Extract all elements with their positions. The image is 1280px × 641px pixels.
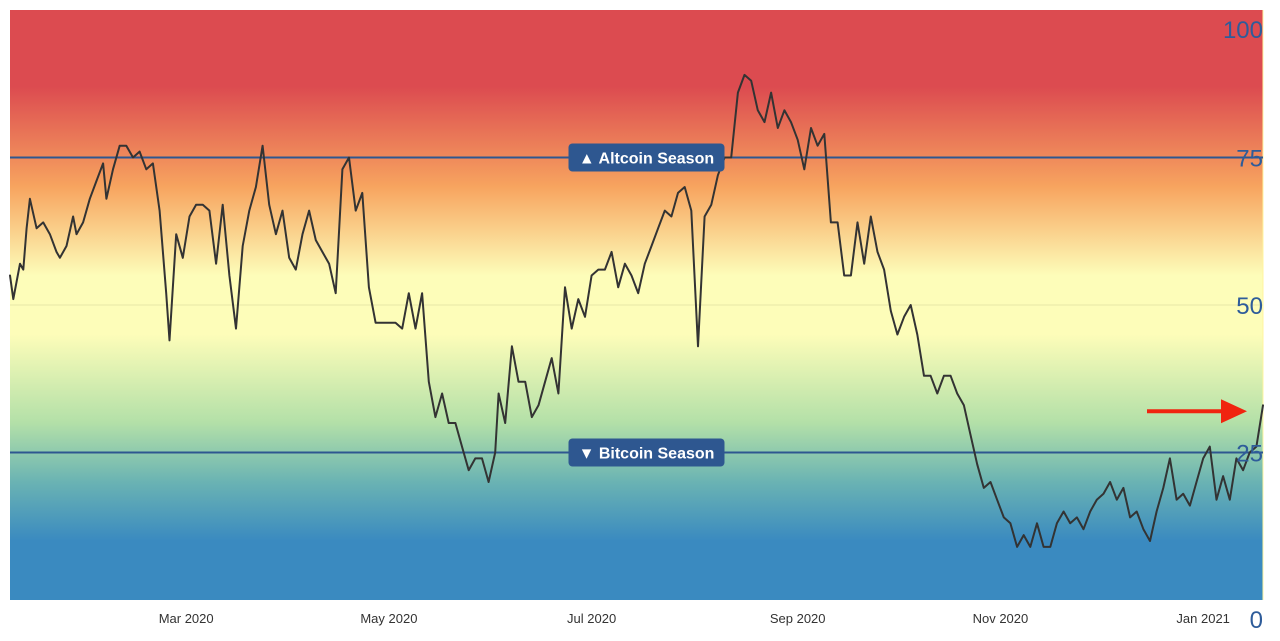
threshold-label-text: ▲ Altcoin Season: [579, 151, 714, 168]
threshold-label-text: ▼ Bitcoin Season: [579, 446, 715, 463]
threshold-labels: ▲ Altcoin Season ▼ Bitcoin Season: [568, 143, 725, 467]
y-tick-label: 50: [1236, 293, 1263, 320]
y-tick-label: 0: [1250, 607, 1263, 634]
x-tick-label: Jul 2020: [567, 611, 616, 626]
x-tick-label: Mar 2020: [159, 611, 214, 626]
threshold-label-box: [568, 438, 725, 467]
x-tick-label: Sep 2020: [770, 611, 826, 626]
series-layer: [9, 73, 1264, 548]
y-tick-label: 75: [1236, 146, 1263, 173]
x-tick-label: Nov 2020: [973, 611, 1029, 626]
x-tick-label: Jan 2021: [1176, 611, 1230, 626]
threshold-label: ▲ Altcoin Season: [568, 143, 725, 172]
y-axis-ticks: 0 25 50 75 100: [1223, 17, 1263, 634]
series-line: [9, 73, 1264, 548]
arrow-annotation: [1147, 399, 1247, 424]
arrow-head: [1221, 399, 1247, 424]
y-tick-label: 25: [1236, 441, 1263, 468]
y-tick-label: 100: [1223, 17, 1263, 44]
threshold-label-box: [568, 143, 725, 172]
x-tick-label: May 2020: [360, 611, 417, 626]
x-axis-ticks: Mar 2020 May 2020 Jul 2020 Sep 2020 Nov 2020…: [159, 611, 1230, 626]
annotations: [1147, 399, 1247, 424]
threshold-label: ▼ Bitcoin Season: [568, 438, 725, 467]
